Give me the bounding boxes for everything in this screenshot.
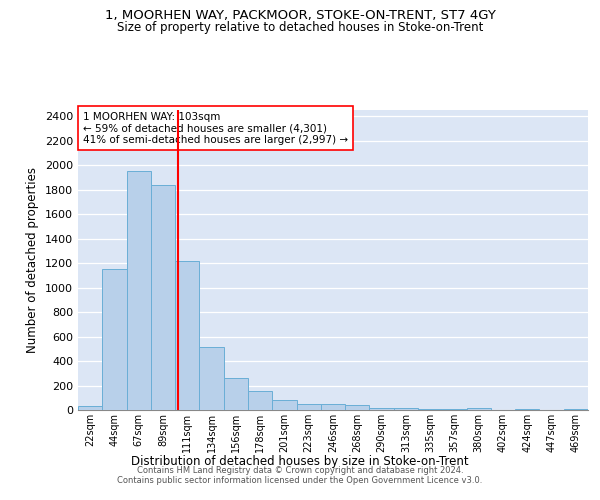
Bar	[102, 269, 127, 410]
Bar	[345, 405, 370, 410]
Bar	[321, 404, 345, 410]
Bar	[78, 406, 102, 410]
Text: Contains HM Land Registry data © Crown copyright and database right 2024.
Contai: Contains HM Land Registry data © Crown c…	[118, 466, 482, 485]
Bar	[127, 171, 151, 410]
Bar	[418, 409, 442, 410]
Bar	[272, 400, 296, 410]
Bar	[224, 378, 248, 410]
Text: 1 MOORHEN WAY: 103sqm
← 59% of detached houses are smaller (4,301)
41% of semi-d: 1 MOORHEN WAY: 103sqm ← 59% of detached …	[83, 112, 348, 144]
Bar	[394, 408, 418, 410]
Text: Distribution of detached houses by size in Stoke-on-Trent: Distribution of detached houses by size …	[131, 455, 469, 468]
Bar	[370, 408, 394, 410]
Bar	[199, 347, 224, 410]
Text: 1, MOORHEN WAY, PACKMOOR, STOKE-ON-TRENT, ST7 4GY: 1, MOORHEN WAY, PACKMOOR, STOKE-ON-TRENT…	[104, 9, 496, 22]
Text: Size of property relative to detached houses in Stoke-on-Trent: Size of property relative to detached ho…	[117, 21, 483, 34]
Bar	[151, 184, 175, 410]
Bar	[175, 260, 199, 410]
Bar	[296, 404, 321, 410]
Bar	[467, 408, 491, 410]
Bar	[248, 391, 272, 410]
Y-axis label: Number of detached properties: Number of detached properties	[26, 167, 40, 353]
